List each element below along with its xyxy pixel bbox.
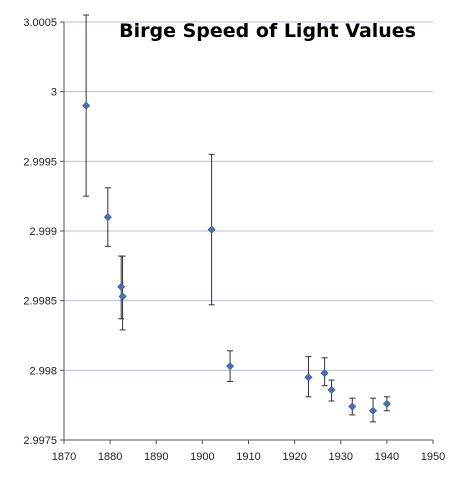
x-tick-label: 1920 xyxy=(282,451,306,463)
y-tick-label: 2.999 xyxy=(29,226,57,238)
data-point xyxy=(226,362,235,371)
x-tick-label: 1940 xyxy=(375,451,399,463)
data-point xyxy=(320,369,329,378)
y-tick-label: 2.9985 xyxy=(23,296,57,308)
x-tick-labels: 1870 1880 1890 1900 1910 1920 1930 1940 1950 xyxy=(52,451,445,463)
x-tick-label: 1950 xyxy=(421,451,445,463)
x-tick-label: 1880 xyxy=(98,451,122,463)
axis-layer xyxy=(60,21,434,444)
error-bars xyxy=(83,14,390,423)
y-tick-label: 3 xyxy=(51,87,57,99)
x-tick-label: 1890 xyxy=(144,451,168,463)
data-point xyxy=(369,406,378,415)
x-tick-label: 1910 xyxy=(236,451,260,463)
data-point xyxy=(118,292,127,301)
x-tick-label: 1930 xyxy=(329,451,353,463)
data-point xyxy=(304,373,313,382)
data-point xyxy=(382,399,391,408)
data-point xyxy=(103,213,112,222)
y-tick-labels: 2.9975 2.998 2.9985 2.999 2.9995 3 3.0005 xyxy=(23,17,57,447)
data-point xyxy=(117,282,126,291)
x-tick-label: 1870 xyxy=(52,451,76,463)
y-tick-label: 3.0005 xyxy=(23,17,57,29)
data-point xyxy=(207,225,216,234)
data-point xyxy=(82,101,91,110)
grid-layer xyxy=(64,21,433,371)
y-tick-label: 2.998 xyxy=(29,365,57,377)
chart-title: Birge Speed of Light Values xyxy=(119,20,416,42)
data-points xyxy=(82,101,391,415)
data-point xyxy=(327,385,336,394)
y-tick-label: 2.9975 xyxy=(23,435,57,447)
data-point xyxy=(348,402,357,411)
x-tick-label: 1900 xyxy=(190,451,214,463)
y-tick-label: 2.9995 xyxy=(23,156,57,168)
